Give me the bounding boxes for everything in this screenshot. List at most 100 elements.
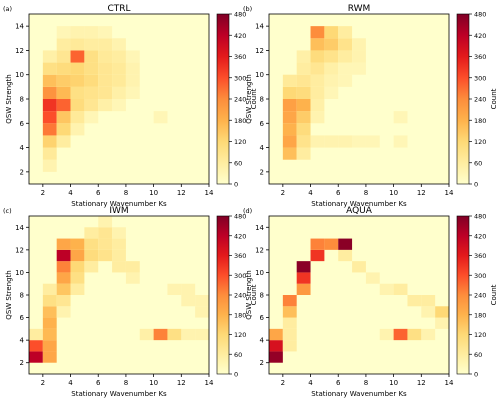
y-tick-label: 6 (260, 314, 265, 322)
heatmap-cell (379, 328, 394, 341)
heatmap-cell (70, 123, 85, 136)
y-tick-label: 12 (15, 47, 24, 55)
heatmap-cell (42, 74, 57, 87)
heatmap-cell (84, 238, 99, 250)
heatmap-cell (282, 99, 297, 112)
colorbar-tick-label: 300 (474, 272, 486, 280)
heatmap-cell (393, 111, 408, 124)
heatmap-cell (352, 261, 366, 273)
y-tick-label: 8 (20, 96, 24, 104)
heatmap-cell (167, 328, 182, 341)
x-tick-label: 10 (389, 189, 398, 197)
y-axis-label: QSW Strength (245, 74, 253, 123)
heatmap-cell (269, 351, 283, 363)
heatmap-cell (153, 328, 168, 341)
heatmap-cell (42, 50, 57, 63)
x-axis-label: Stationary Wavenumber Ks (71, 390, 167, 398)
colorbar-tick-label: 60 (234, 351, 242, 359)
colorbar-tick-label: 420 (234, 232, 246, 240)
x-tick-label: 8 (364, 189, 368, 197)
colorbar-tick-label: 300 (234, 272, 246, 280)
heatmap-cell (29, 328, 43, 341)
heatmap-cell (269, 328, 283, 341)
heatmap-cell (125, 74, 140, 87)
colorbar-tick-label: 420 (474, 232, 486, 240)
heatmap-cell (181, 283, 196, 295)
heatmap-cell (56, 86, 71, 99)
heatmap-cell (42, 351, 57, 363)
x-axis-label: Stationary Wavenumber Ks (311, 200, 407, 208)
heatmap-cell (42, 328, 57, 341)
colorbar-tick-label: 0 (474, 181, 478, 189)
panel-aqua: 2 4 6 8 10 12 14 2 4 6 8 10 12 14 Stationary Wavenumbe… (243, 206, 498, 398)
heatmap-cell (112, 62, 126, 75)
heatmap-cell (98, 99, 113, 112)
heatmap-cell (296, 283, 311, 295)
heatmap-cell (56, 62, 71, 75)
colorbar-tick-label: 60 (474, 351, 482, 359)
heatmap-cell (84, 26, 99, 39)
heatmap-cell (56, 50, 71, 63)
heatmap-cell (195, 328, 209, 341)
heatmap-cell (70, 50, 85, 63)
y-tick-label: 2 (260, 168, 264, 176)
heatmap-cell (296, 62, 311, 75)
x-tick-label: 4 (308, 189, 313, 197)
colorbar-tick-label: 60 (234, 159, 242, 167)
heatmap-cell (56, 283, 71, 295)
colorbar (216, 215, 230, 375)
heatmap-cell (56, 99, 71, 112)
heatmap-cell (42, 123, 57, 136)
x-tick-label: 8 (364, 379, 368, 387)
colorbar-tick-label: 360 (474, 252, 486, 260)
heatmap-cell (125, 62, 140, 75)
heatmap-cell (393, 328, 408, 341)
heatmap-cell (70, 62, 85, 75)
heatmap-cell (139, 328, 154, 341)
heatmap-cell (310, 26, 325, 39)
y-tick-label: 4 (260, 144, 265, 152)
colorbar-tick-label: 480 (474, 213, 486, 221)
x-tick-label: 12 (177, 189, 186, 197)
heatmap-cell (338, 74, 353, 87)
colorbar-tick-label: 0 (234, 371, 238, 379)
y-tick-label: 12 (15, 246, 24, 254)
heatmap-cell (269, 340, 283, 352)
heatmap-cell (42, 340, 57, 352)
x-tick-label: 4 (68, 379, 73, 387)
x-tick-label: 12 (417, 189, 426, 197)
x-tick-label: 10 (389, 379, 398, 387)
x-tick-label: 10 (149, 379, 158, 387)
heatmap-cell (112, 50, 126, 63)
heatmap-cell (296, 135, 311, 148)
heatmap-cell (84, 227, 99, 239)
heatmap-cell (125, 261, 140, 273)
colorbar-tick-label: 0 (234, 181, 238, 189)
colorbar (456, 215, 470, 375)
heatmap-cell (296, 147, 311, 160)
colorbar-tick-label: 240 (234, 292, 246, 300)
heatmap-cell (42, 147, 57, 160)
heatmap-cell (296, 99, 311, 112)
heatmap-cell (56, 74, 71, 87)
colorbar-tick-label: 240 (474, 292, 486, 300)
panel-letter: (c) (3, 207, 12, 215)
heatmap-cell (42, 295, 57, 307)
heatmap-cell (112, 227, 126, 239)
heatmap-cell (310, 249, 325, 262)
heatmap-cell (98, 62, 113, 75)
panel-title: RWM (348, 4, 371, 14)
heatmap-cell (393, 135, 408, 148)
panel-letter: (a) (3, 5, 12, 13)
heatmap-cell (282, 123, 297, 136)
heatmap-cell (112, 238, 126, 250)
colorbar-label: Count (490, 284, 498, 305)
heatmap-cell (282, 306, 297, 318)
heatmap-cell (98, 86, 113, 99)
heatmap-cell (112, 74, 126, 87)
x-tick-label: 6 (336, 379, 341, 387)
colorbar-tick-label: 180 (474, 117, 486, 125)
x-tick-label: 2 (41, 189, 45, 197)
x-tick-label: 6 (96, 379, 101, 387)
heatmap-cell (56, 111, 71, 124)
